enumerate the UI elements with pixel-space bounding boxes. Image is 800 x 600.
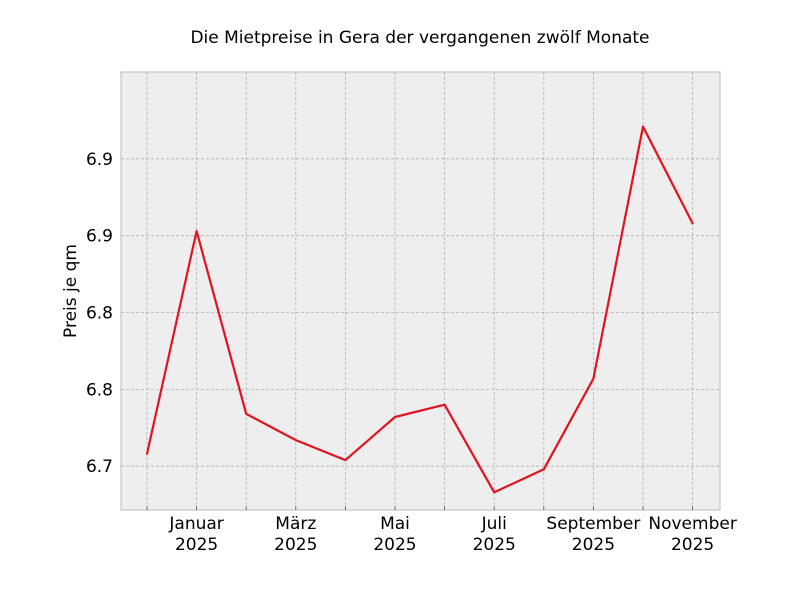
y-tick-label: 6.8	[86, 380, 113, 400]
x-tick-label-month: März	[275, 514, 316, 534]
plot-area	[120, 71, 721, 511]
x-tick-label-year: 2025	[671, 535, 714, 555]
series-line	[145, 125, 694, 494]
y-tick-label: 6.9	[86, 227, 113, 247]
grid	[121, 72, 720, 510]
x-tick-label-month: November	[648, 514, 736, 534]
chart-title: Die Mietpreise in Gera der vergangenen z…	[190, 28, 649, 48]
y-tick-label: 6.9	[86, 150, 113, 170]
x-tick-label-year: 2025	[572, 535, 615, 555]
x-tick-label-year: 2025	[175, 535, 218, 555]
x-tick-label-year: 2025	[373, 535, 416, 555]
y-axis-ticks: 6.7 6.8 6.8 6.9 6.9	[86, 150, 113, 477]
x-tick-label-year: 2025	[274, 535, 317, 555]
x-axis-ticks: Januar2025März2025Mai2025Juli2025Septemb…	[146, 506, 737, 555]
x-tick-label-month: Mai	[380, 514, 410, 534]
y-axis-label: Preis je qm	[61, 244, 81, 338]
x-tick-label-year: 2025	[473, 535, 516, 555]
y-tick-label: 6.7	[86, 457, 113, 477]
y-tick-label: 6.8	[86, 304, 113, 324]
x-tick-label-month: Januar	[168, 514, 223, 534]
x-tick-label-month: Juli	[481, 514, 507, 534]
x-tick-label-month: September	[546, 514, 640, 534]
